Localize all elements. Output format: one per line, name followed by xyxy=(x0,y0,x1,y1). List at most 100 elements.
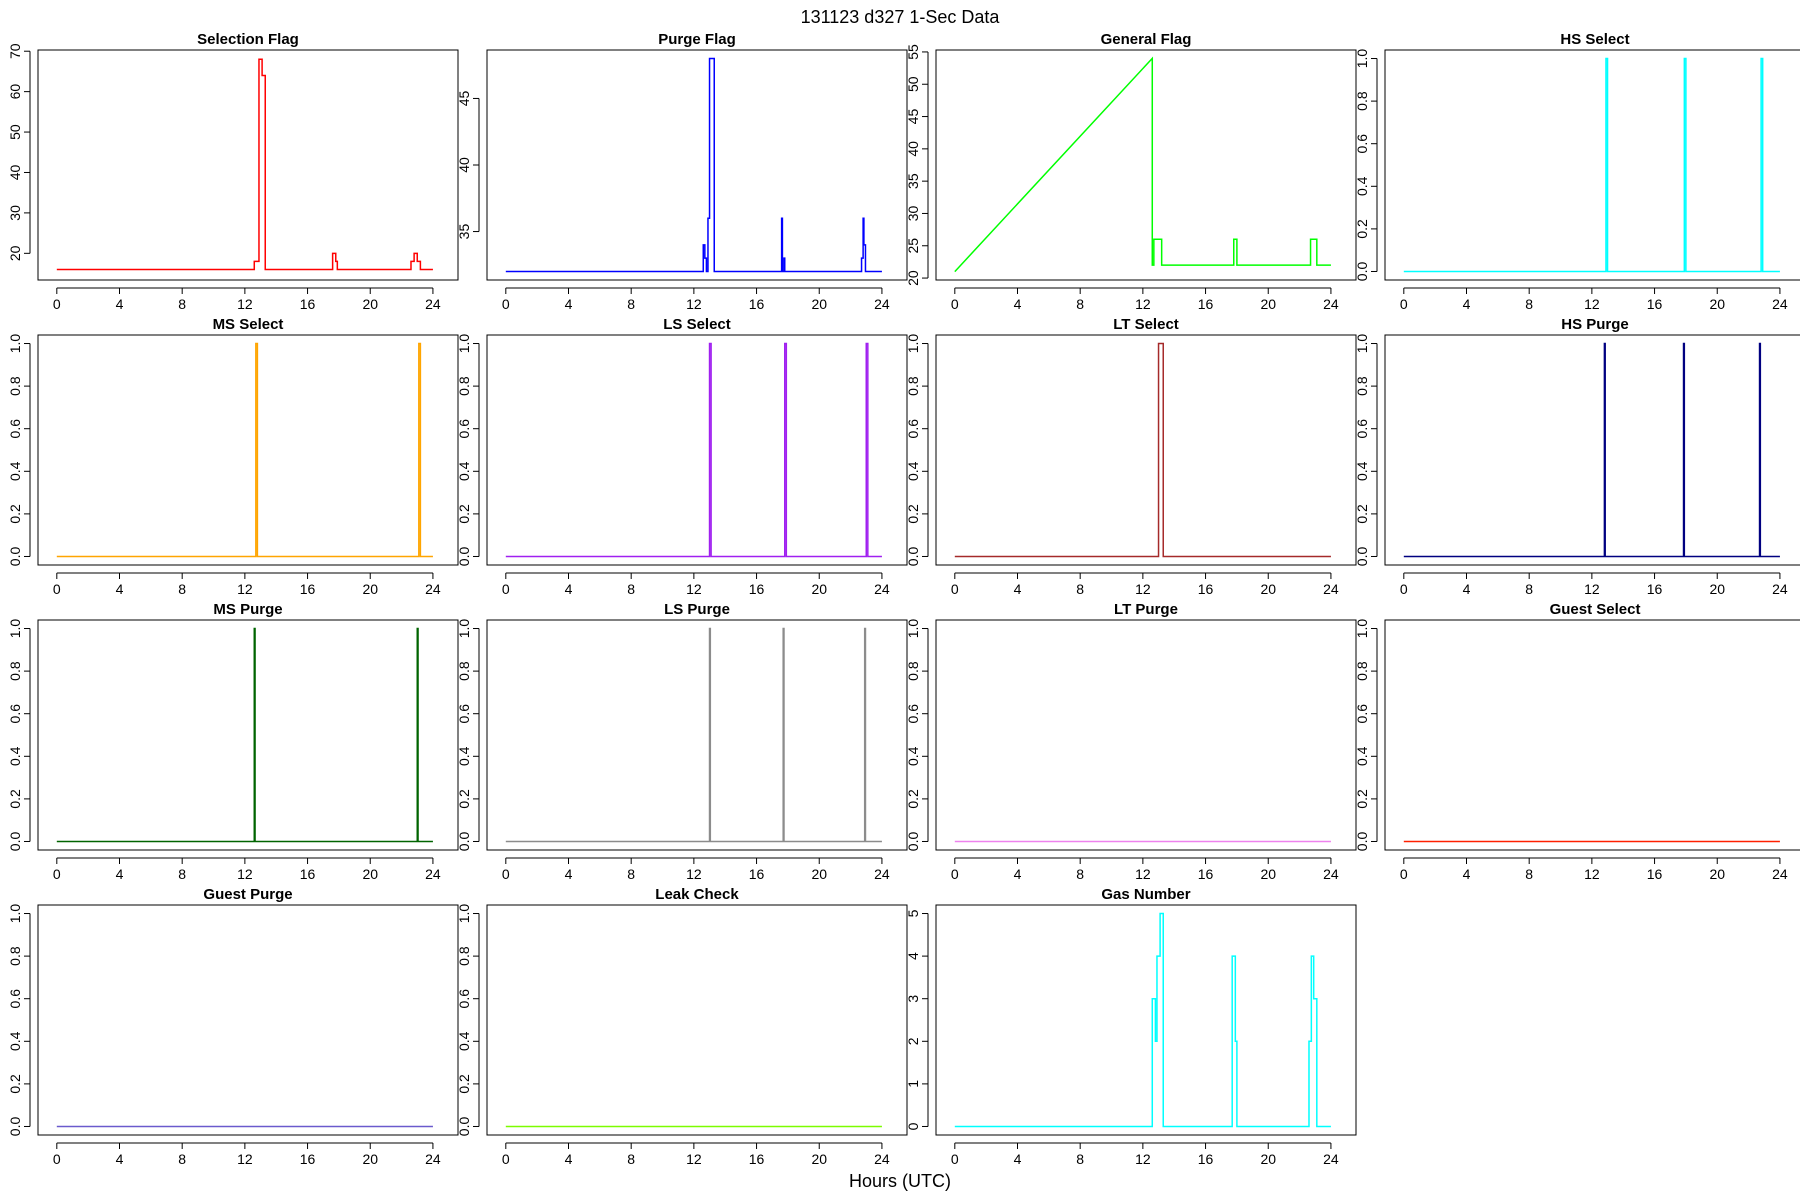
y-tick-label: 0.0 xyxy=(905,832,921,852)
plot-frame xyxy=(486,334,908,566)
y-tick-label: 1.0 xyxy=(7,619,23,639)
x-tick-label: 4 xyxy=(1014,581,1022,597)
x-tick-label: 24 xyxy=(1772,866,1788,882)
x-tick-label: 0 xyxy=(951,866,959,882)
y-tick-label: 0.2 xyxy=(905,504,921,524)
y-tick-label: 45 xyxy=(905,109,921,125)
y-tick-label: 50 xyxy=(905,76,921,92)
x-tick-label: 4 xyxy=(116,1151,124,1167)
x-tick-label: 16 xyxy=(749,296,765,312)
x-tick-label: 24 xyxy=(425,866,441,882)
x-tick-label: 0 xyxy=(502,296,510,312)
y-tick-label: 0 xyxy=(905,1122,921,1130)
x-tick-label: 24 xyxy=(1772,581,1788,597)
x-tick-label: 24 xyxy=(425,296,441,312)
y-tick-label: 0.6 xyxy=(456,419,472,439)
plot-frame xyxy=(935,904,1357,1136)
data-line xyxy=(1403,57,1780,273)
x-tick-label: 16 xyxy=(749,581,765,597)
x-tick-label: 4 xyxy=(116,866,124,882)
x-tick-label: 0 xyxy=(1400,866,1408,882)
x-tick-label: 4 xyxy=(565,1151,573,1167)
x-tick-label: 8 xyxy=(1076,866,1084,882)
y-tick-label: 0.4 xyxy=(1354,461,1370,481)
y-tick-label: 0.4 xyxy=(7,461,23,481)
data-line xyxy=(56,342,433,558)
y-tick-label: 0.8 xyxy=(456,661,472,681)
y-tick-label: 55 xyxy=(905,44,921,60)
x-tick-label: 12 xyxy=(237,1151,253,1167)
x-tick-label: 12 xyxy=(1135,581,1151,597)
x-tick-label: 0 xyxy=(53,296,61,312)
x-tick-label: 20 xyxy=(1709,866,1725,882)
x-tick-label: 12 xyxy=(1584,866,1600,882)
y-tick-label: 0.2 xyxy=(1354,504,1370,524)
x-tick-label: 24 xyxy=(1323,1151,1339,1167)
panel-title: MS Purge xyxy=(213,601,282,618)
y-tick-label: 0.6 xyxy=(1354,134,1370,154)
x-tick-label: 8 xyxy=(1525,866,1533,882)
y-tick-label: 0.8 xyxy=(7,376,23,396)
x-tick-label: 4 xyxy=(1014,1151,1022,1167)
x-tick-label: 0 xyxy=(951,296,959,312)
y-tick-label: 0.8 xyxy=(456,376,472,396)
y-tick-label: 3 xyxy=(905,995,921,1003)
y-tick-label: 70 xyxy=(7,43,23,59)
x-tick-label: 8 xyxy=(627,581,635,597)
plot-frame xyxy=(37,49,459,281)
x-tick-label: 12 xyxy=(1135,866,1151,882)
y-tick-label: 0.4 xyxy=(1354,746,1370,766)
x-tick-label: 12 xyxy=(686,866,702,882)
data-line xyxy=(1403,342,1780,558)
panel-title: MS Select xyxy=(213,316,284,333)
y-tick-label: 35 xyxy=(456,224,472,240)
x-tick-label: 4 xyxy=(1463,581,1471,597)
x-tick-label: 0 xyxy=(502,866,510,882)
x-tick-label: 4 xyxy=(116,581,124,597)
x-tick-label: 0 xyxy=(53,581,61,597)
y-tick-label: 40 xyxy=(905,141,921,157)
y-tick-label: 0.2 xyxy=(456,1074,472,1094)
y-tick-label: 0.8 xyxy=(7,946,23,966)
x-tick-label: 12 xyxy=(1584,296,1600,312)
panel-title: Purge Flag xyxy=(658,31,736,48)
plot-frame xyxy=(1384,619,1800,851)
x-tick-label: 4 xyxy=(565,581,573,597)
data-line xyxy=(56,58,433,271)
x-tick-label: 0 xyxy=(53,866,61,882)
y-tick-label: 45 xyxy=(456,90,472,106)
y-tick-label: 0.2 xyxy=(7,504,23,524)
panel-title: LT Select xyxy=(1113,316,1179,333)
plot-frame xyxy=(37,619,459,851)
x-tick-label: 20 xyxy=(362,1151,378,1167)
x-tick-label: 20 xyxy=(1709,296,1725,312)
y-tick-label: 0.0 xyxy=(905,547,921,567)
x-tick-label: 12 xyxy=(1135,296,1151,312)
y-tick-label: 0.4 xyxy=(7,1031,23,1051)
y-tick-label: 25 xyxy=(905,238,921,254)
x-tick-label: 4 xyxy=(1463,866,1471,882)
y-tick-label: 0.6 xyxy=(7,419,23,439)
x-tick-label: 24 xyxy=(425,581,441,597)
panel-title: General Flag xyxy=(1101,31,1192,48)
x-tick-label: 4 xyxy=(1014,866,1022,882)
x-tick-label: 0 xyxy=(502,1151,510,1167)
x-tick-label: 0 xyxy=(53,1151,61,1167)
x-tick-label: 24 xyxy=(874,1151,890,1167)
y-tick-label: 0.4 xyxy=(1354,176,1370,196)
y-tick-label: 20 xyxy=(905,270,921,286)
data-line xyxy=(505,342,882,558)
x-tick-label: 24 xyxy=(1323,866,1339,882)
x-tick-label: 8 xyxy=(178,866,186,882)
y-tick-label: 35 xyxy=(905,173,921,189)
x-tick-label: 16 xyxy=(1198,296,1214,312)
y-tick-label: 0.8 xyxy=(1354,376,1370,396)
x-tick-label: 24 xyxy=(874,581,890,597)
plot-frame xyxy=(486,49,908,281)
plot-frame xyxy=(1384,334,1800,566)
y-tick-label: 0.8 xyxy=(905,376,921,396)
x-tick-label: 24 xyxy=(1323,581,1339,597)
plot-frame xyxy=(935,619,1357,851)
x-tick-label: 8 xyxy=(178,1151,186,1167)
